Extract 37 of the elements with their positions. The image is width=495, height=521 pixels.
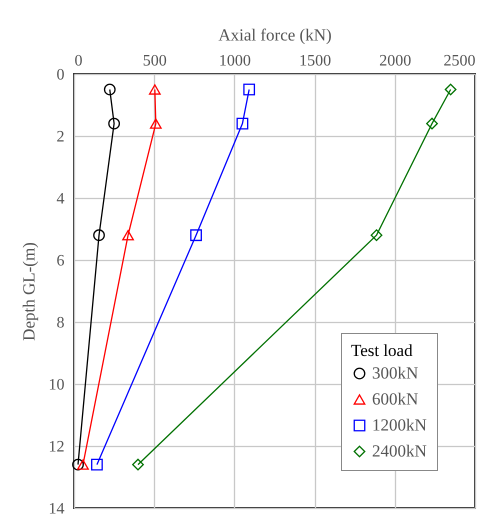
point (132, 458, 144, 470)
point (150, 118, 162, 129)
point (93, 229, 105, 242)
point (148, 84, 161, 95)
point (190, 229, 202, 242)
y-axis-title: Depth GL-(m) (20, 242, 38, 341)
legend-label: 1200kN (372, 416, 427, 434)
point (444, 84, 457, 96)
y-tick-label: 12 (48, 438, 64, 456)
y-tick-label: 6 (56, 252, 64, 270)
point (104, 84, 116, 96)
point (243, 84, 256, 96)
point (426, 118, 438, 130)
x-tick-label: 500 (142, 52, 167, 70)
point (122, 230, 134, 240)
legend-label: 2400kN (372, 442, 427, 460)
y-tick-label: 10 (48, 376, 64, 394)
point (370, 229, 382, 242)
point (72, 458, 84, 470)
point (236, 118, 248, 130)
y-tick-label: 4 (56, 190, 64, 208)
y-tick-label: 2 (56, 128, 64, 146)
point (108, 118, 120, 130)
y-tick-label: 14 (48, 500, 64, 518)
y-tick-label: 0 (56, 66, 64, 84)
x-tick-label: 0 (74, 52, 82, 70)
point (77, 459, 89, 470)
x-axis-title: Axial force (kN) (218, 26, 332, 44)
point (91, 458, 103, 470)
x-tick-label: 1500 (299, 52, 332, 70)
legend-label: 600kN (372, 390, 418, 408)
x-tick-label: 1000 (218, 52, 251, 70)
y-tick-label: 8 (56, 314, 64, 332)
legend-title: Test load (351, 341, 414, 360)
legend-label: 300kN (372, 364, 418, 382)
x-tick-label: 2500 (444, 52, 476, 70)
x-tick-label: 2000 (379, 52, 412, 70)
